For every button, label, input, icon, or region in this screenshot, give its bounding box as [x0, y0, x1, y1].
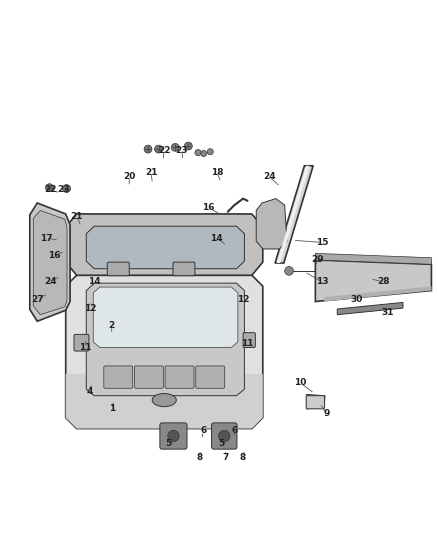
Circle shape [46, 184, 53, 191]
FancyBboxPatch shape [173, 262, 195, 276]
Circle shape [155, 145, 162, 153]
Polygon shape [307, 394, 325, 409]
Text: 1: 1 [109, 405, 115, 414]
Text: 30: 30 [351, 295, 363, 304]
Text: 22: 22 [158, 146, 170, 155]
Circle shape [184, 142, 192, 150]
Text: 11: 11 [79, 343, 92, 352]
Text: 5: 5 [218, 439, 224, 448]
Text: 9: 9 [323, 409, 329, 418]
Text: 5: 5 [166, 439, 172, 448]
Text: 12: 12 [237, 295, 249, 304]
Text: 12: 12 [84, 304, 96, 313]
Text: 28: 28 [377, 277, 389, 286]
Circle shape [63, 184, 71, 192]
Polygon shape [86, 283, 244, 395]
Text: 24: 24 [263, 172, 276, 181]
Polygon shape [33, 211, 67, 314]
Polygon shape [315, 253, 431, 264]
Text: 14: 14 [88, 277, 100, 286]
Polygon shape [86, 226, 244, 269]
Text: 8: 8 [196, 453, 202, 462]
Text: 15: 15 [316, 238, 328, 247]
Polygon shape [324, 286, 431, 302]
FancyBboxPatch shape [134, 366, 163, 388]
Polygon shape [66, 275, 263, 429]
Circle shape [195, 150, 201, 156]
Circle shape [168, 430, 179, 442]
Polygon shape [256, 199, 287, 249]
Polygon shape [277, 166, 310, 263]
Circle shape [201, 150, 207, 157]
Text: 21: 21 [71, 212, 83, 221]
Text: 27: 27 [31, 295, 43, 304]
Text: 22: 22 [44, 185, 57, 195]
FancyBboxPatch shape [243, 333, 255, 348]
Text: 24: 24 [44, 277, 57, 286]
Circle shape [207, 149, 213, 155]
Text: 10: 10 [294, 378, 306, 387]
Polygon shape [93, 287, 238, 348]
Text: 21: 21 [145, 168, 157, 177]
Polygon shape [30, 203, 70, 321]
Text: 7: 7 [223, 453, 229, 462]
Ellipse shape [152, 393, 176, 407]
Text: 4: 4 [87, 387, 93, 396]
Text: 17: 17 [40, 233, 52, 243]
Text: 11: 11 [241, 338, 254, 348]
Text: 2: 2 [109, 321, 115, 330]
Polygon shape [275, 166, 313, 263]
FancyBboxPatch shape [160, 423, 187, 449]
FancyBboxPatch shape [104, 366, 133, 388]
Circle shape [285, 266, 293, 275]
FancyBboxPatch shape [306, 395, 325, 409]
Text: 16: 16 [49, 251, 61, 260]
Polygon shape [66, 214, 263, 275]
FancyBboxPatch shape [212, 423, 237, 449]
Text: 6: 6 [231, 426, 237, 435]
Text: 29: 29 [311, 255, 324, 264]
Text: 13: 13 [316, 277, 328, 286]
Circle shape [219, 430, 230, 442]
Text: 16: 16 [202, 203, 214, 212]
Polygon shape [66, 374, 263, 429]
Text: 20: 20 [123, 172, 135, 181]
Text: 8: 8 [240, 453, 246, 462]
Circle shape [144, 145, 152, 153]
FancyBboxPatch shape [74, 334, 89, 351]
Circle shape [171, 143, 179, 151]
FancyBboxPatch shape [165, 366, 194, 388]
Polygon shape [315, 260, 431, 302]
FancyBboxPatch shape [107, 262, 129, 276]
Text: 23: 23 [57, 185, 70, 195]
Text: 14: 14 [211, 233, 223, 243]
Text: 31: 31 [381, 308, 394, 317]
Text: 23: 23 [176, 146, 188, 155]
FancyBboxPatch shape [196, 366, 225, 388]
Text: 18: 18 [211, 168, 223, 177]
Text: 6: 6 [201, 426, 207, 435]
Polygon shape [337, 302, 403, 314]
